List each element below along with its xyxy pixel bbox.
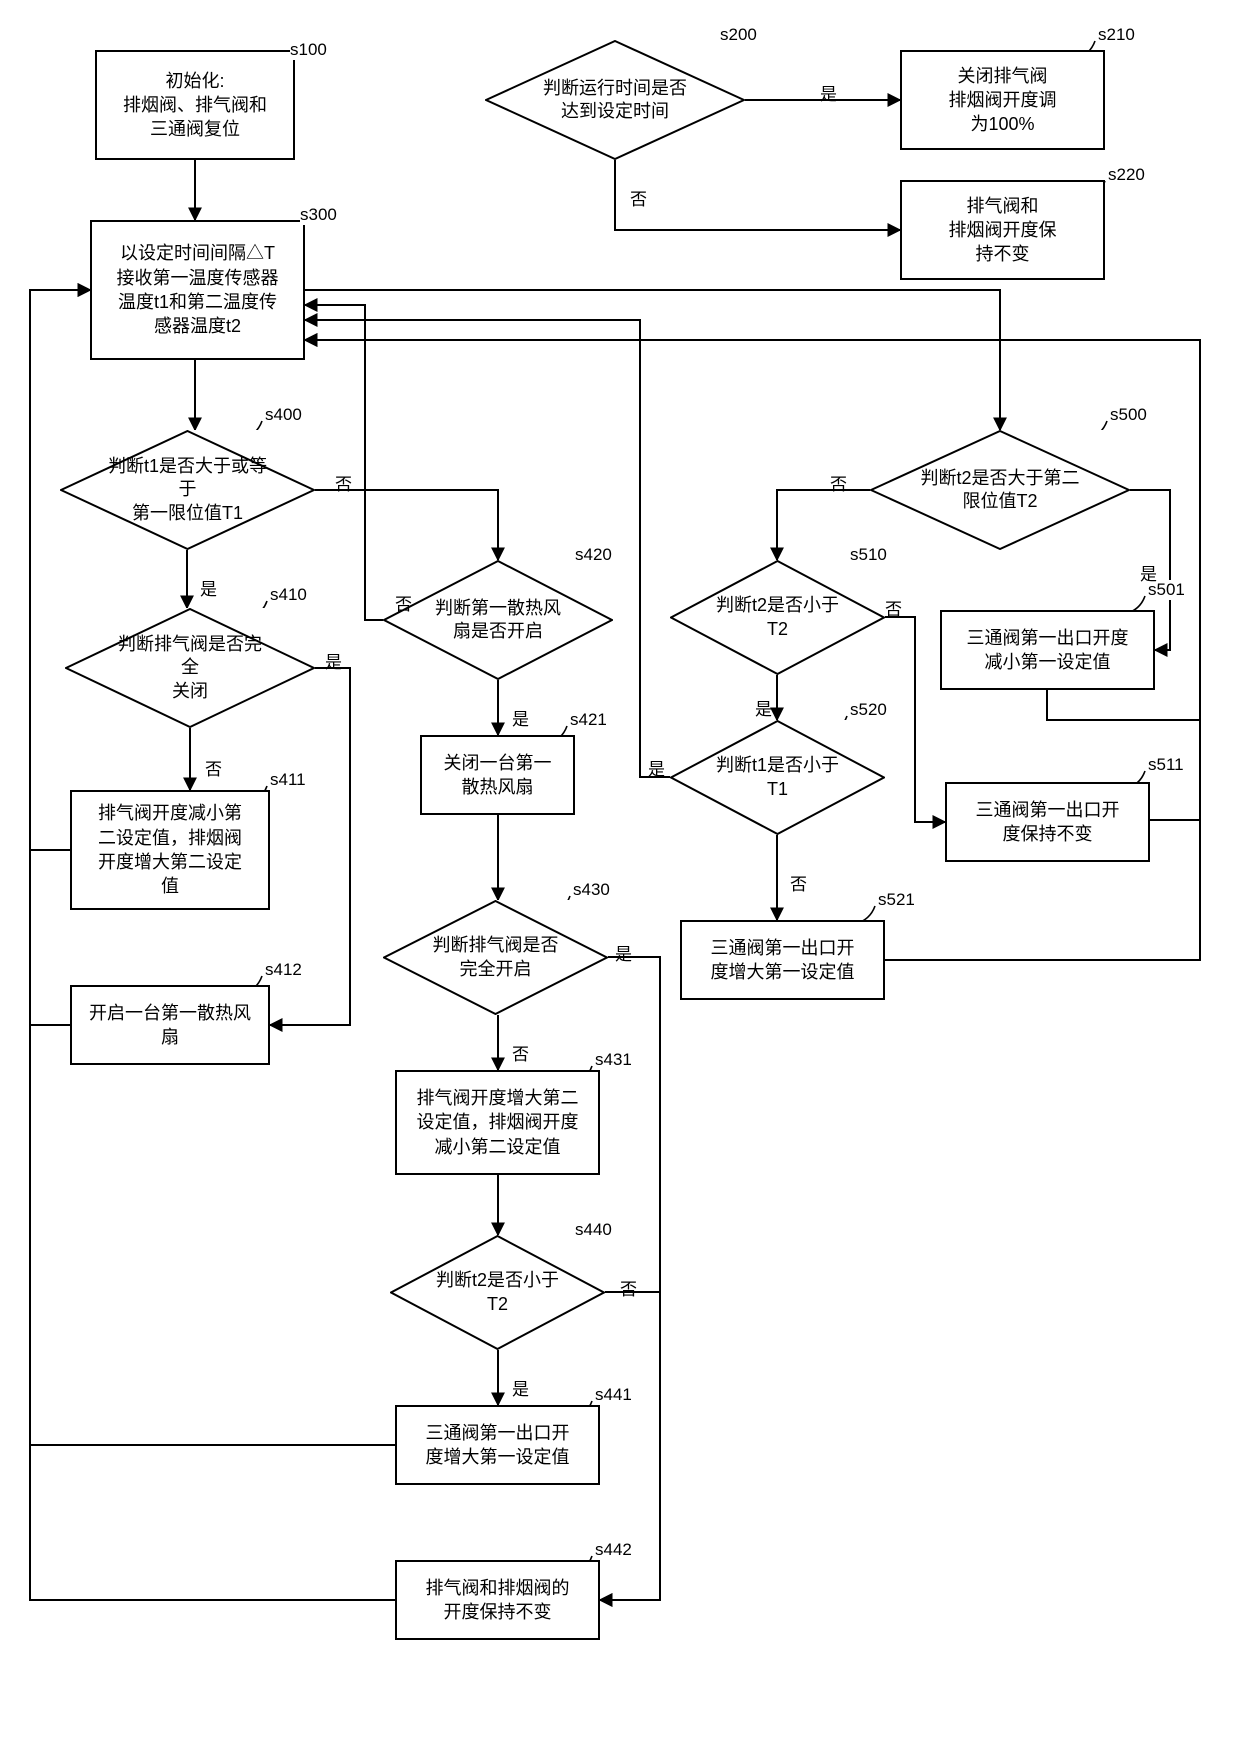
id-label-s440: s440 <box>575 1220 612 1240</box>
node-text: 排气阀开度增大第二设定值，排烟阀开度减小第二设定值 <box>417 1086 579 1159</box>
node-s210: 关闭排气阀排烟阀开度调为100% <box>900 50 1105 150</box>
node-s200: 判断运行时间是否达到设定时间 <box>485 40 745 160</box>
id-label-s412: s412 <box>265 960 302 980</box>
edge-label: 是 <box>615 940 632 965</box>
id-label-s411: s411 <box>270 770 306 790</box>
edge-label: 是 <box>325 648 342 673</box>
id-label-s500: s500 <box>1110 405 1147 425</box>
id-label-s300: s300 <box>300 205 337 225</box>
node-text: 判断t2是否小于T2 <box>670 560 885 675</box>
flowchart-canvas: 初始化:排烟阀、排气阀和三通阀复位 判断运行时间是否达到设定时间 关闭排气阀排烟阀开… <box>0 0 1240 1762</box>
node-text: 三通阀第一出口开度减小第一设定值 <box>967 626 1129 675</box>
edge-label: 是 <box>1140 560 1157 585</box>
node-s411: 排气阀开度减小第二设定值，排烟阀开度增大第二设定值 <box>70 790 270 910</box>
node-s431: 排气阀开度增大第二设定值，排烟阀开度减小第二设定值 <box>395 1070 600 1175</box>
node-text: 初始化:排烟阀、排气阀和三通阀复位 <box>123 69 267 142</box>
edge-label: 是 <box>200 575 217 600</box>
node-s420: 判断第一散热风扇是否开启 <box>383 560 613 680</box>
node-s442: 排气阀和排烟阀的开度保持不变 <box>395 1560 600 1640</box>
node-text: 关闭一台第一散热风扇 <box>444 751 552 800</box>
node-text: 判断t1是否大于或等于第一限位值T1 <box>60 430 315 550</box>
id-label-s421: s421 <box>570 710 607 730</box>
edge-label: 否 <box>512 1040 529 1065</box>
edge-label: 是 <box>512 705 529 730</box>
id-label-s420: s420 <box>575 545 612 565</box>
node-s410: 判断排气阀是否完全关闭 <box>65 608 315 728</box>
id-label-s220: s220 <box>1108 165 1145 185</box>
id-label-s210: s210 <box>1098 25 1135 45</box>
node-text: 以设定时间间隔△T接收第一温度传感器温度t1和第二温度传感器温度t2 <box>117 241 279 338</box>
id-label-s520: s520 <box>850 700 887 720</box>
edge-label: 是 <box>755 695 772 720</box>
id-label-s510: s510 <box>850 545 887 565</box>
node-s441: 三通阀第一出口开度增大第一设定值 <box>395 1405 600 1485</box>
node-text: 排气阀和排烟阀开度保持不变 <box>949 194 1057 267</box>
node-text: 判断t2是否小于T2 <box>390 1235 605 1350</box>
node-s430: 判断排气阀是否完全开启 <box>383 900 608 1015</box>
node-s521: 三通阀第一出口开度增大第一设定值 <box>680 920 885 1000</box>
edge-label: 是 <box>512 1375 529 1400</box>
id-label-s521: s521 <box>878 890 915 910</box>
id-label-s511: s511 <box>1148 755 1184 775</box>
node-s400: 判断t1是否大于或等于第一限位值T1 <box>60 430 315 550</box>
node-s300: 以设定时间间隔△T接收第一温度传感器温度t1和第二温度传感器温度t2 <box>90 220 305 360</box>
edge-label: 是 <box>648 755 665 780</box>
edge-s520-s300 <box>305 320 670 777</box>
node-text: 开启一台第一散热风扇 <box>89 1001 251 1050</box>
edge-label: 否 <box>790 870 807 895</box>
node-text: 排气阀开度减小第二设定值，排烟阀开度增大第二设定值 <box>98 801 242 898</box>
node-text: 关闭排气阀排烟阀开度调为100% <box>949 64 1057 137</box>
edge-label: 否 <box>205 755 222 780</box>
id-label-s441: s441 <box>595 1385 632 1405</box>
edge-label: 否 <box>395 590 412 615</box>
node-text: 判断第一散热风扇是否开启 <box>383 560 613 680</box>
node-s421: 关闭一台第一散热风扇 <box>420 735 575 815</box>
edge-s420-s300 <box>305 305 383 620</box>
id-label-s442: s442 <box>595 1540 632 1560</box>
edge-label: 否 <box>335 470 352 495</box>
node-s412: 开启一台第一散热风扇 <box>70 985 270 1065</box>
edge-label: 否 <box>630 185 647 210</box>
node-s511: 三通阀第一出口开度保持不变 <box>945 782 1150 862</box>
edge-label: 否 <box>885 595 902 620</box>
node-text: 判断排气阀是否完全关闭 <box>65 608 315 728</box>
id-label-s200: s200 <box>720 25 757 45</box>
node-s440: 判断t2是否小于T2 <box>390 1235 605 1350</box>
node-s500: 判断t2是否大于第二限位值T2 <box>870 430 1130 550</box>
node-text: 判断运行时间是否达到设定时间 <box>485 40 745 160</box>
id-label-s431: s431 <box>595 1050 632 1070</box>
edge-s400-s420 <box>315 490 498 560</box>
node-s520: 判断t1是否小于T1 <box>670 720 885 835</box>
id-label-s400: s400 <box>265 405 302 425</box>
id-label-s100: s100 <box>290 40 327 60</box>
id-label-s410: s410 <box>270 585 307 605</box>
id-label-s430: s430 <box>573 880 610 900</box>
node-s501: 三通阀第一出口开度减小第一设定值 <box>940 610 1155 690</box>
node-s510: 判断t2是否小于T2 <box>670 560 885 675</box>
node-text: 判断排气阀是否完全开启 <box>383 900 608 1015</box>
node-text: 排气阀和排烟阀的开度保持不变 <box>426 1576 570 1625</box>
edge-s300-s500 <box>305 290 1000 430</box>
edge-s411-s300 <box>30 290 90 850</box>
edge-s200-s220 <box>615 160 900 230</box>
edge-label: 否 <box>830 470 847 495</box>
node-s100: 初始化:排烟阀、排气阀和三通阀复位 <box>95 50 295 160</box>
edge-label: 否 <box>620 1275 637 1300</box>
edge-label: 是 <box>820 80 837 105</box>
node-text: 判断t2是否大于第二限位值T2 <box>870 430 1130 550</box>
edge-s510-s511 <box>885 617 945 822</box>
node-text: 三通阀第一出口开度保持不变 <box>976 798 1120 847</box>
node-text: 三通阀第一出口开度增大第一设定值 <box>711 936 855 985</box>
node-s220: 排气阀和排烟阀开度保持不变 <box>900 180 1105 280</box>
node-text: 判断t1是否小于T1 <box>670 720 885 835</box>
node-text: 三通阀第一出口开度增大第一设定值 <box>426 1421 570 1470</box>
